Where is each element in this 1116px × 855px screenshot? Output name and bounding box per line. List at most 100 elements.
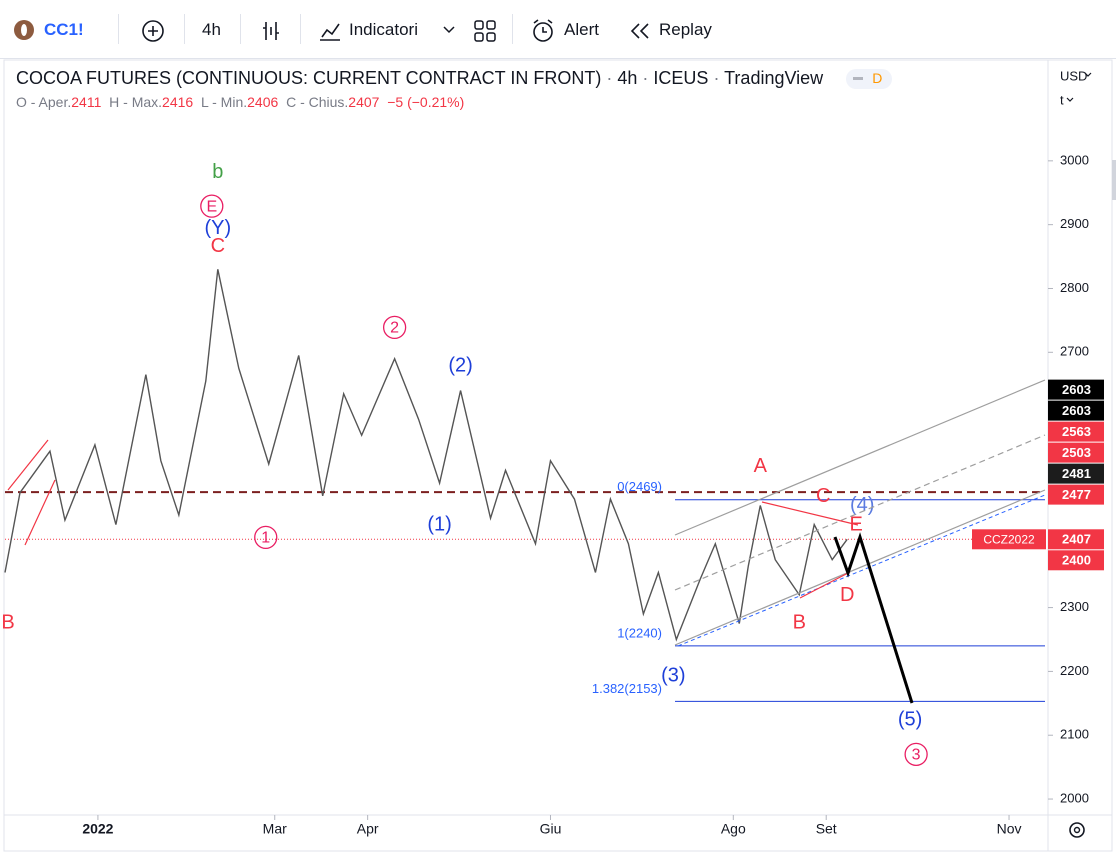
separator (184, 14, 185, 44)
settings-icon[interactable] (1069, 822, 1085, 838)
close-label: C - Chius. (286, 94, 349, 111)
annotation-circle (200, 194, 224, 218)
toolbar: CC1! 4h Indicatori Alert Replay (0, 0, 1116, 59)
triangle-line (761, 501, 859, 526)
symbol-icon (14, 20, 34, 40)
wave-label: B (793, 612, 806, 634)
price-tag (1048, 442, 1104, 463)
ohlc-row: O - Aper.2411 H - Max.2416 L - Min.2406 … (16, 94, 892, 110)
open-label: O - Aper. (16, 94, 72, 111)
instrument-title: COCOA FUTURES (CONTINUOUS: CURRENT CONTR… (16, 68, 602, 88)
y-tick-label: 2800 (1060, 280, 1089, 295)
price-tag (1048, 463, 1104, 484)
replay-icon[interactable] (629, 22, 651, 40)
legend: COCOA FUTURES (CONTINUOUS: CURRENT CONTR… (16, 68, 893, 110)
x-tick-label: Apr (357, 821, 379, 837)
separator (300, 14, 301, 44)
projection-path (833, 532, 914, 704)
x-tick-label: Nov (997, 821, 1022, 837)
bar-type-icon[interactable] (259, 19, 283, 43)
symbol[interactable]: CC1! (44, 20, 84, 39)
price-tag (1048, 484, 1104, 505)
wave-label: C (211, 235, 225, 257)
x-tick-label: 2022 (82, 821, 113, 837)
wave-label: 2 (390, 320, 399, 337)
legend-title-row: COCOA FUTURES (CONTINUOUS: CURRENT CONTR… (16, 68, 893, 90)
wave-label: (2) (448, 354, 472, 376)
price-tag-label: 2503 (1062, 445, 1091, 460)
wave-label: 3 (912, 747, 921, 764)
y-tick-label: 2200 (1060, 663, 1089, 678)
separator (240, 14, 241, 44)
separator (118, 14, 119, 44)
plot: 2000210022002300240025002600270028002900… (1, 152, 1089, 836)
scrollbar (1112, 160, 1116, 200)
interval[interactable]: 4h (202, 20, 221, 39)
alert-icon[interactable] (530, 18, 556, 44)
low-value: 2406 (247, 94, 279, 111)
annotation-circle (254, 525, 278, 550)
price-tag (1048, 550, 1104, 571)
wave-label: (4) (850, 494, 874, 516)
fib-label: 1.382(2153) (592, 681, 662, 696)
unit[interactable]: t (1060, 92, 1064, 107)
channel-line (674, 434, 1046, 591)
x-tick-label: Giu (540, 821, 562, 837)
annotation-circle (382, 315, 407, 340)
price-line (4, 269, 848, 642)
chart-frame (3, 59, 1113, 852)
currency[interactable]: USD (1060, 68, 1087, 83)
y-tick-label: 3000 (1060, 152, 1089, 167)
fib-label: 1(2240) (617, 625, 662, 640)
y-tick-label: 2900 (1060, 216, 1089, 231)
drawings (7, 379, 1046, 704)
y-tick-label: 2300 (1060, 599, 1089, 614)
dropdown-icon[interactable] (443, 26, 455, 34)
legend-exchange: ICEUS (653, 68, 709, 88)
price-tag (1048, 421, 1104, 442)
open-value: 2411 (71, 94, 102, 111)
price-tag-label: 2407 (1062, 532, 1091, 547)
wave-label: (5) (898, 709, 922, 731)
wave-label: B (1, 612, 14, 634)
fib-label: 0(2469) (617, 479, 662, 494)
separator (512, 14, 513, 44)
price-tag (1048, 400, 1104, 421)
price-tag-label: 2603 (1062, 382, 1091, 397)
wave-label: 1 (261, 530, 270, 547)
low-label: L - Min. (200, 94, 248, 111)
replay[interactable]: Replay (659, 20, 712, 39)
trend-line (677, 494, 1046, 647)
layout-icon[interactable] (474, 20, 496, 42)
add-icon[interactable] (141, 19, 165, 43)
wave-label: D (840, 584, 854, 606)
close-value: 2407 (348, 94, 380, 111)
wave-label: E (206, 198, 217, 215)
high-value: 2416 (162, 94, 194, 111)
price-tag-label: 2400 (1062, 553, 1091, 568)
price-tag (1048, 529, 1104, 550)
wave-label: (3) (661, 665, 685, 687)
badge[interactable]: D (846, 69, 893, 90)
contract-tag-label: CCZ2022 (983, 532, 1035, 546)
price-tag-label: 2481 (1062, 466, 1091, 481)
indicators-icon[interactable] (317, 19, 343, 43)
badge-letter: D (872, 70, 883, 87)
y-tick-label: 2000 (1060, 790, 1089, 805)
dropdown-icon[interactable] (1066, 72, 1092, 102)
wave-label: (1) (427, 513, 451, 535)
legend-source: TradingView (724, 68, 824, 88)
annotation-circle (904, 742, 928, 767)
wave-label: A (754, 455, 768, 477)
trend-line (7, 439, 49, 491)
legend-interval: 4h (617, 68, 638, 88)
x-tick-label: Set (816, 821, 837, 837)
channel-line (674, 489, 1046, 646)
x-tick-label: Ago (721, 821, 746, 837)
alert[interactable]: Alert (564, 20, 599, 39)
indicators[interactable]: Indicatori (349, 20, 418, 39)
price-tag-label: 2563 (1062, 424, 1091, 439)
y-tick-label: 2100 (1060, 727, 1089, 742)
